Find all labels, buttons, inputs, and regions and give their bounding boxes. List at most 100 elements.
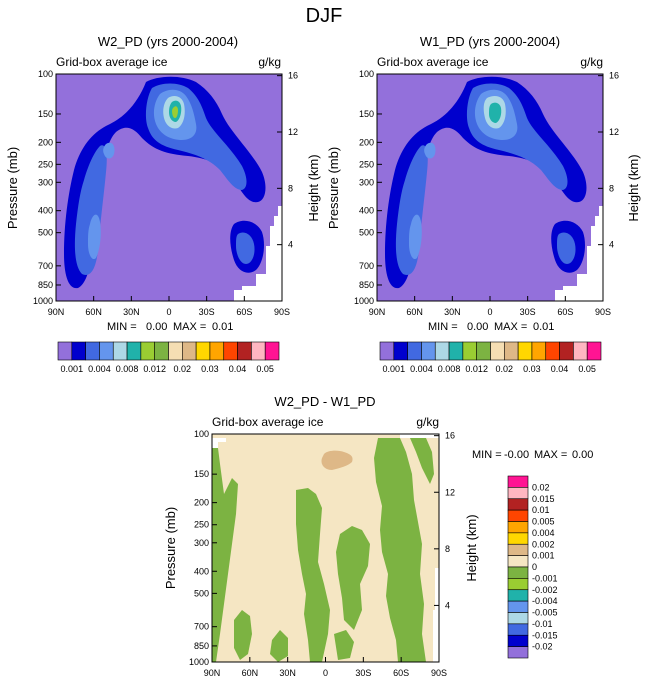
x-tick-label: 90N: [369, 307, 386, 317]
colorbar-swatch: [264, 341, 280, 361]
x-tick-label: 60S: [557, 307, 573, 317]
panel-diff: W2_PD - W1_PD Grid-box average ice g/kg …: [163, 394, 593, 678]
max-value: 0.01: [212, 321, 233, 333]
colorbar-label: -0.005: [532, 608, 558, 618]
colorbar-label: -0.02: [532, 642, 553, 652]
y-ticks: 100 150 200 250 300 400 500 700 850 1000 16 12 8 4: [354, 69, 619, 306]
y-tick-label: 1000: [354, 296, 374, 306]
colorbar-swatch: [507, 498, 529, 511]
colorbar-swatch: [545, 341, 560, 361]
x-tick-label: 90S: [595, 307, 611, 317]
colorbar-label: 0.03: [523, 364, 541, 374]
contour-0012: [88, 89, 197, 260]
y-tick-label: 150: [194, 469, 209, 479]
colorbar-label: 0: [532, 562, 537, 572]
missing-data-region-right: [433, 568, 439, 662]
colorbar-swatch: [507, 612, 529, 625]
min-value: 0.00: [467, 321, 488, 333]
colorbar: 0.001 0.004 0.008 0.012 0.02 0.03 0.04 0.05: [57, 341, 280, 374]
colorbar-label: -0.004: [532, 596, 558, 606]
x-ticks: 90N 60N 30N 0 30S 60S 90S: [204, 657, 447, 678]
min-label: MIN =: [472, 449, 502, 461]
panel-title: W1_PD (yrs 2000-2004): [420, 34, 560, 49]
x-tick-label: 60N: [85, 307, 102, 317]
colorbar-label: 0.005: [532, 517, 555, 527]
min-label: MIN =: [107, 321, 137, 333]
x-ticks: 90N 60N 30N 0 30S 60S 90S: [369, 296, 611, 317]
colorbar-label: 0.05: [578, 364, 596, 374]
contour-0004-main: [64, 76, 266, 289]
contour-0008-main: [395, 83, 568, 275]
x-tick-label: 30N: [123, 307, 140, 317]
y-tick-label: 400: [38, 206, 53, 216]
colorbar-swatch: [407, 341, 422, 361]
colorbar-label: 0.02: [532, 482, 550, 492]
max-label: MAX =: [173, 321, 206, 333]
colorbar-swatch: [112, 341, 128, 361]
y-right-tick-label: 16: [445, 431, 455, 441]
y-axis-label: Pressure (mb): [5, 147, 20, 229]
y-tick-label: 700: [38, 261, 53, 271]
min-value: -0.00: [504, 449, 529, 461]
contour-0004-main: [385, 76, 587, 289]
y-tick-label: 100: [38, 69, 53, 79]
panel-title: W2_PD - W1_PD: [274, 394, 375, 409]
colorbar-swatch: [504, 341, 519, 361]
stats: MIN = 0.00 MAX = 0.01: [428, 321, 554, 333]
y-axis-label-right: Height (km): [626, 154, 641, 221]
left-label: Grid-box average ice: [212, 415, 324, 429]
colorbar-swatch: [195, 341, 211, 361]
y-axis-label: Pressure (mb): [326, 147, 341, 229]
min-label: MIN =: [428, 321, 458, 333]
y-tick-label: 700: [194, 622, 209, 632]
colorbar-swatch: [379, 341, 395, 361]
stats: MIN = -0.00 MAX = 0.00: [472, 449, 593, 461]
x-tick-label: 0: [487, 307, 492, 317]
colorbar-swatch: [573, 341, 588, 361]
colorbar-label: -0.015: [532, 630, 558, 640]
y-tick-label: 700: [359, 261, 374, 271]
y-tick-label: 850: [38, 280, 53, 290]
y-right-tick-label: 16: [288, 71, 298, 81]
y-right-tick-label: 16: [609, 71, 619, 81]
colorbar-swatch: [140, 341, 155, 361]
colorbar-label: 0.05: [256, 364, 274, 374]
colorbar-label: 0.01: [532, 505, 550, 515]
right-label: g/kg: [416, 415, 439, 429]
colorbar-label: 0.012: [465, 364, 488, 374]
colorbar-swatch: [507, 532, 529, 545]
x-tick-label: 0: [323, 668, 328, 678]
x-tick-label: 0: [166, 307, 171, 317]
y-tick-label: 400: [359, 206, 374, 216]
left-label: Grid-box average ice: [56, 55, 168, 69]
colorbar-label: 0.004: [410, 364, 433, 374]
colorbar-label: 0.004: [88, 364, 111, 374]
y-tick-label: 400: [194, 566, 209, 576]
colorbar-label: 0.04: [551, 364, 569, 374]
x-tick-label: 30S: [355, 668, 371, 678]
colorbar-swatch: [168, 341, 183, 361]
colorbar-swatch: [476, 341, 491, 361]
y-tick-label: 500: [359, 228, 374, 238]
negative-band-top-right: [410, 438, 434, 484]
colorbar-swatch: [99, 341, 114, 361]
colorbar-label: 0.001: [383, 364, 406, 374]
colorbar-label: 0.008: [438, 364, 461, 374]
x-tick-label: 90S: [431, 668, 447, 678]
colorbar-swatch: [559, 341, 574, 361]
y-right-tick-label: 4: [609, 240, 614, 250]
y-tick-label: 100: [359, 69, 374, 79]
negative-band-center: [336, 526, 370, 630]
colorbar-swatch: [507, 623, 529, 636]
min-value: 0.00: [146, 321, 167, 333]
colorbar-label: 0.012: [143, 364, 166, 374]
colorbar-swatch: [517, 341, 533, 361]
contour-0008-south: [557, 232, 576, 264]
colorbar-swatch: [223, 341, 238, 361]
y-tick-label: 500: [38, 228, 53, 238]
missing-data-region: [555, 206, 603, 301]
panel-w1: W1_PD (yrs 2000-2004) Grid-box average i…: [326, 34, 641, 374]
colorbar-label: 0.001: [61, 364, 84, 374]
colorbar-label: 0.02: [496, 364, 514, 374]
